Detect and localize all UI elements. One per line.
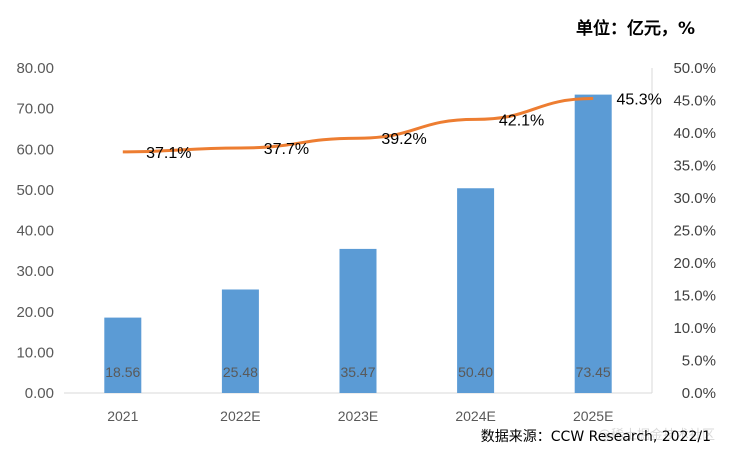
left-tick-label: 20.00 (16, 304, 54, 321)
right-tick-label: 5.0% (682, 353, 716, 370)
bar-value-label: 25.48 (223, 364, 258, 380)
x-tick-label: 2025E (573, 408, 613, 424)
left-tick-label: 50.00 (16, 182, 54, 199)
right-tick-label: 40.0% (673, 125, 716, 142)
bar-value-label: 73.45 (576, 364, 611, 380)
line-value-label: 45.3% (617, 92, 662, 109)
bar (339, 248, 377, 393)
unit-label: 单位：亿元，% (575, 19, 695, 39)
x-tick-label: 2023E (338, 408, 378, 424)
left-tick-label: 40.00 (16, 223, 54, 240)
bar (574, 94, 612, 393)
bar-value-label: 35.47 (340, 364, 375, 380)
right-tick-label: 50.0% (673, 60, 716, 77)
right-tick-label: 20.0% (673, 255, 716, 272)
bar (457, 188, 495, 393)
watermark: @稀土掘金技术社区 (597, 428, 715, 443)
x-tick-label: 2022E (220, 408, 260, 424)
x-tick-label: 2021 (107, 408, 138, 424)
bar (104, 317, 142, 393)
right-tick-label: 15.0% (673, 288, 716, 305)
line-value-label: 39.2% (381, 131, 426, 148)
left-tick-label: 10.00 (16, 344, 54, 361)
bar-value-label: 50.40 (458, 364, 493, 380)
line-value-label: 37.1% (146, 145, 191, 162)
right-tick-label: 30.0% (673, 190, 716, 207)
line-value-label: 37.7% (264, 141, 309, 158)
left-tick-label: 60.00 (16, 141, 54, 158)
left-tick-label: 30.00 (16, 263, 54, 280)
bar-value-label: 18.56 (105, 364, 140, 380)
right-tick-label: 0.0% (682, 385, 716, 402)
source-label: 数据来源：CCW Research, 2022/1 (480, 429, 711, 445)
line-series (122, 97, 594, 154)
right-tick-label: 10.0% (673, 320, 716, 337)
right-tick-label: 25.0% (673, 223, 716, 240)
right-tick-label: 45.0% (673, 93, 716, 110)
left-tick-label: 0.00 (25, 385, 54, 402)
bar (221, 289, 259, 393)
line-value-label: 42.1% (499, 112, 544, 129)
right-tick-label: 35.0% (673, 158, 716, 175)
x-tick-label: 2024E (455, 408, 495, 424)
left-tick-label: 70.00 (16, 101, 54, 118)
left-tick-label: 80.00 (16, 60, 54, 77)
